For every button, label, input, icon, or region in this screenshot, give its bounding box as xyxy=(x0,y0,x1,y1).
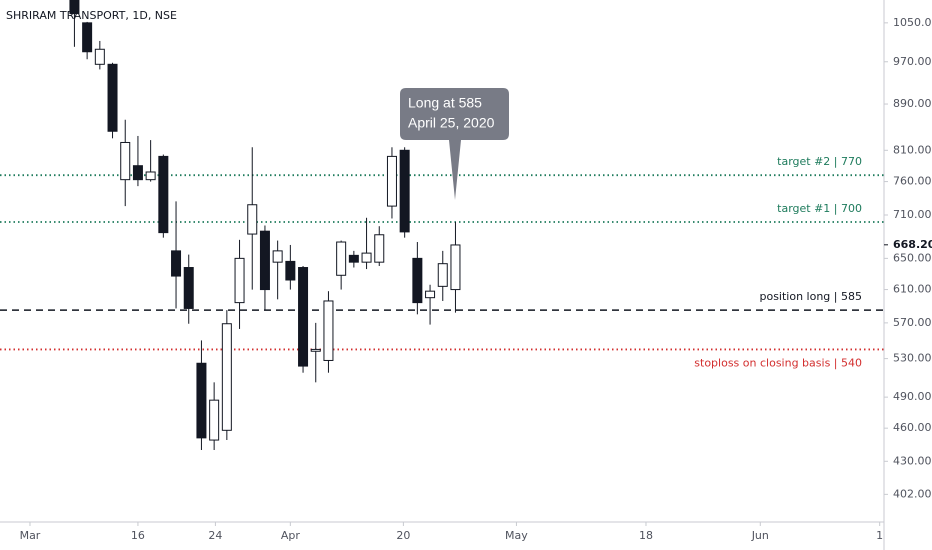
candle-body xyxy=(259,230,270,291)
y-tick-label: 460.00 xyxy=(893,421,932,434)
y-tick-label: 1050.00 xyxy=(893,16,932,29)
candle-body xyxy=(69,0,80,15)
candle-body xyxy=(94,48,105,65)
y-tick-label: 810.00 xyxy=(893,143,932,156)
x-tick-label: 1 xyxy=(876,529,883,542)
candle-body xyxy=(171,250,182,277)
candle-body xyxy=(234,257,245,304)
y-tick-label: 970.00 xyxy=(893,55,932,68)
candle-body xyxy=(183,267,194,309)
candle-body xyxy=(336,241,347,276)
callout: Long at 585 April 25, 2020 xyxy=(400,88,509,200)
x-tick-label: May xyxy=(505,529,528,542)
candle-body xyxy=(437,263,448,287)
y-tick-label: 650.00 xyxy=(893,251,932,264)
x-tick-label: 24 xyxy=(208,529,222,542)
y-tick-label: 890.00 xyxy=(893,97,932,110)
candle-body xyxy=(285,260,296,281)
candle-body xyxy=(450,244,461,291)
x-tick-label: 16 xyxy=(131,529,145,542)
candle-body xyxy=(310,348,321,352)
y-tick-label: 530.00 xyxy=(893,352,932,365)
x-tick-label: 18 xyxy=(639,529,653,542)
y-tick-label: 710.00 xyxy=(893,208,932,221)
candle-body xyxy=(209,399,220,441)
candle-body xyxy=(386,155,397,207)
candle-body xyxy=(158,155,169,234)
callout-line: April 25, 2020 xyxy=(408,115,495,131)
candle-body xyxy=(145,171,156,181)
chart-title: SHRIRAM TRANSPORT, 1D, NSE xyxy=(6,9,177,22)
level-label: position long | 585 xyxy=(759,290,862,303)
plot-area xyxy=(0,0,884,451)
x-tick-label: Jun xyxy=(751,529,769,542)
candle-body xyxy=(272,250,283,263)
candle-body xyxy=(120,141,131,181)
candle-body xyxy=(323,300,334,361)
candle-body xyxy=(425,290,436,299)
candle-body xyxy=(399,149,410,233)
candle-body xyxy=(196,362,207,439)
x-tick-label: Apr xyxy=(281,529,301,542)
candle-body xyxy=(132,165,143,181)
candle-body xyxy=(82,22,93,53)
level-label: target #2 | 770 xyxy=(777,155,862,168)
candle-body xyxy=(348,254,359,263)
candle-body xyxy=(374,234,385,263)
level-label: target #1 | 700 xyxy=(777,202,862,215)
y-tick-label: 402.00 xyxy=(893,487,932,500)
y-tick-label: 610.00 xyxy=(893,283,932,296)
callout-box xyxy=(400,88,509,200)
candle-body xyxy=(298,267,309,367)
x-tick-label: Mar xyxy=(20,529,41,542)
candle-body xyxy=(107,63,118,132)
callout-line: Long at 585 xyxy=(408,95,482,111)
level-label: stoploss on closing basis | 540 xyxy=(694,356,862,369)
y-tick-label: 430.00 xyxy=(893,454,932,467)
candle-body xyxy=(221,323,232,431)
candle-body xyxy=(412,257,423,304)
last-price-label: 668.20 xyxy=(893,238,932,251)
candle-body xyxy=(361,252,372,263)
x-tick-label: 20 xyxy=(396,529,410,542)
y-tick-label: 570.00 xyxy=(893,316,932,329)
y-tick-label: 760.00 xyxy=(893,175,932,188)
y-tick-label: 490.00 xyxy=(893,390,932,403)
candle-body xyxy=(247,204,258,235)
